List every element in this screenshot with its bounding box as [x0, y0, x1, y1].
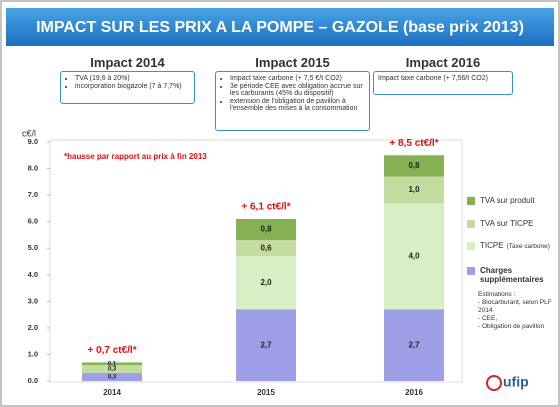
- note: *hausse par rapport au prix à fin 2013: [64, 152, 207, 161]
- value-label: 0,3: [108, 367, 117, 373]
- x-tick-label: 2014: [103, 388, 121, 397]
- bullet-list: TVA (19,6 à 20%)incorporation biogazole …: [65, 75, 190, 90]
- panel-box: TVA (19,6 à 20%)incorporation biogazole …: [60, 71, 195, 104]
- estimation-line: Estimations :: [478, 291, 516, 298]
- bullet-item: TVA (19,6 à 20%): [75, 75, 190, 82]
- value-label: 0,6: [260, 243, 272, 252]
- logo: ufip: [503, 374, 529, 390]
- y-tick-label: 5.0: [28, 243, 38, 252]
- legend-label: TICPE: [480, 241, 504, 250]
- bar-segment: [384, 155, 444, 177]
- legend-swatch: [467, 241, 475, 250]
- plot-area: [49, 139, 463, 383]
- panel-heading: Impact 2016: [405, 55, 481, 70]
- total-label: + 8,5 ct€/l*: [389, 138, 438, 149]
- x-tick-label: 2015: [257, 388, 275, 397]
- bullet-item: 3e période CEE avec obligation accrue su…: [230, 83, 365, 97]
- bar-segment: [82, 365, 142, 374]
- y-tick-label: 3.0: [28, 296, 38, 305]
- value-label: 2,7: [260, 340, 272, 349]
- legend-item: TICPE (Taxe carbone): [467, 241, 557, 250]
- chart-title: IMPACT SUR LES PRIX A LA POMPE – GAZOLE …: [36, 19, 524, 36]
- panel-box: Impact taxe carbone (+ 7,5 €/t CO2)3e pé…: [215, 71, 370, 131]
- bar-segment: [236, 219, 296, 241]
- legend-swatch: [467, 219, 475, 228]
- y-tick-label: 0.0: [28, 376, 38, 385]
- legend-item: TVA sur produit: [467, 196, 557, 205]
- bar-segment: [384, 176, 444, 204]
- y-tick-label: 9.0: [28, 137, 38, 146]
- estimations: Estimations :- Biocarburant, selon PLF 2…: [478, 291, 556, 331]
- bullet-item: incorporation biogazole (7 à 7,7%): [75, 83, 190, 90]
- x-tick-label: 2016: [405, 388, 423, 397]
- legend-label: TVA sur TICPE: [480, 219, 534, 228]
- y-tick-label: 4.0: [28, 270, 38, 279]
- total-label: + 0,7 ct€/l*: [87, 345, 136, 356]
- y-tick-label: 2.0: [28, 323, 38, 332]
- value-label: 4,0: [408, 251, 420, 260]
- legend-label: TVA sur produit: [480, 196, 535, 205]
- bar-segment: [82, 362, 142, 366]
- value-label: 0,1: [108, 361, 117, 367]
- bar-segment: [236, 309, 296, 381]
- estimation-line: - CEE,: [478, 315, 498, 322]
- bar-segment: [82, 373, 142, 381]
- panel-box: Impact taxe carbone (+ 7,56/t CO2): [373, 71, 513, 95]
- legend-label: Charges supplémentaires: [480, 266, 544, 284]
- y-axis-label: c€/l: [22, 128, 36, 138]
- y-tick-label: 6.0: [28, 217, 38, 226]
- bar-segment: [236, 240, 296, 257]
- total-label: + 6,1 ct€/l*: [241, 202, 290, 213]
- value-label: 2,0: [260, 278, 272, 287]
- value-label: 0,3: [108, 375, 117, 381]
- panel-heading: Impact 2014: [90, 55, 165, 70]
- bar-segment: [384, 203, 444, 310]
- title-bar: [6, 8, 554, 46]
- value-label: 2,7: [408, 340, 420, 349]
- value-label: 0,8: [260, 225, 272, 234]
- y-tick-label: 7.0: [28, 190, 38, 199]
- bullet-item: extension de l'obligation de pavillon à …: [230, 98, 365, 112]
- legend-item: Charges supplémentaires: [467, 266, 557, 284]
- legend-item: TVA sur TICPE: [467, 219, 557, 228]
- bullet-item: Impact taxe carbone (+ 7,5 €/t CO2): [230, 75, 365, 82]
- estimation-line: - Biocarburant, selon PLF 2014: [478, 299, 552, 314]
- box-text: Impact taxe carbone (+ 7,56/t CO2): [378, 75, 488, 82]
- logo-icon: [486, 375, 502, 391]
- bullet-list: Impact taxe carbone (+ 7,5 €/t CO2)3e pé…: [220, 75, 365, 112]
- bar-segment: [236, 256, 296, 310]
- value-label: 1,0: [408, 185, 420, 194]
- panel-heading: Impact 2015: [255, 55, 330, 70]
- legend-note: (Taxe carbone): [506, 243, 550, 250]
- value-label: 0,8: [408, 161, 420, 170]
- legend-swatch: [467, 266, 475, 275]
- bar-segment: [384, 309, 444, 381]
- y-tick-label: 8.0: [28, 164, 38, 173]
- estimation-line: - Obligation de pavillon: [478, 323, 545, 330]
- y-tick-label: 1.0: [28, 349, 38, 358]
- legend-swatch: [467, 196, 475, 205]
